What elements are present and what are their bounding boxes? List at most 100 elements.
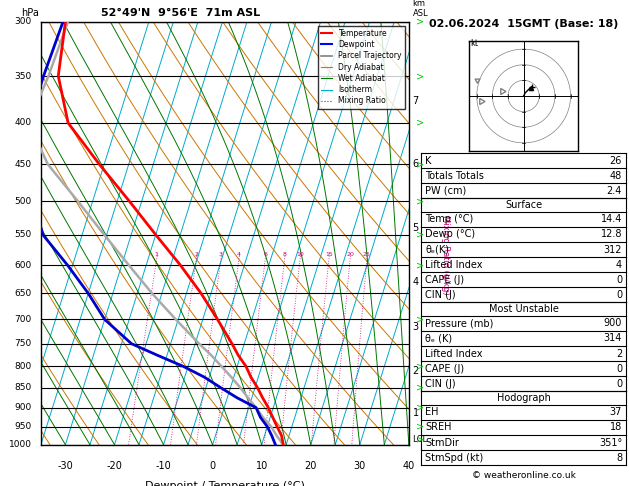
Text: 600: 600 <box>14 261 31 270</box>
Text: 1: 1 <box>155 252 159 257</box>
Text: 14.4: 14.4 <box>601 214 622 225</box>
Text: CIN (J): CIN (J) <box>425 290 456 300</box>
Text: © weatheronline.co.uk: © weatheronline.co.uk <box>472 471 576 480</box>
Text: 700: 700 <box>14 315 31 324</box>
Text: 850: 850 <box>14 383 31 392</box>
Text: 2: 2 <box>616 348 622 359</box>
Text: >: > <box>416 422 425 432</box>
Text: LCL: LCL <box>413 435 428 444</box>
Text: -30: -30 <box>57 461 74 471</box>
Text: 7: 7 <box>413 96 419 106</box>
Text: 20: 20 <box>346 252 354 257</box>
Text: 0: 0 <box>616 290 622 300</box>
Text: 4: 4 <box>616 260 622 270</box>
Text: θₑ (K): θₑ (K) <box>425 333 452 344</box>
Text: 26: 26 <box>610 156 622 166</box>
Text: 2: 2 <box>194 252 198 257</box>
Text: 48: 48 <box>610 171 622 181</box>
Text: kt: kt <box>470 39 479 48</box>
Text: km
ASL: km ASL <box>413 0 428 17</box>
Text: 2.4: 2.4 <box>607 186 622 196</box>
Text: StmSpd (kt): StmSpd (kt) <box>425 452 484 463</box>
Text: 450: 450 <box>14 160 31 169</box>
Text: -10: -10 <box>155 461 172 471</box>
Text: CAPE (J): CAPE (J) <box>425 275 464 285</box>
Text: >: > <box>416 71 425 81</box>
Text: 6: 6 <box>264 252 267 257</box>
Text: StmDir: StmDir <box>425 437 459 448</box>
Text: >: > <box>416 314 425 325</box>
Text: 20: 20 <box>304 461 317 471</box>
Text: K: K <box>425 156 431 166</box>
Text: >: > <box>416 361 425 371</box>
Text: 37: 37 <box>610 407 622 417</box>
Text: 750: 750 <box>14 339 31 348</box>
Text: 400: 400 <box>14 119 31 127</box>
Text: 2: 2 <box>413 365 419 376</box>
Text: Hodograph: Hodograph <box>497 393 550 403</box>
Text: -20: -20 <box>106 461 123 471</box>
Text: 40: 40 <box>403 461 415 471</box>
Text: >: > <box>416 382 425 393</box>
Text: CIN (J): CIN (J) <box>425 379 456 389</box>
Text: >: > <box>416 17 425 27</box>
Text: >: > <box>416 434 425 444</box>
Text: 30: 30 <box>353 461 366 471</box>
Text: SREH: SREH <box>425 422 452 433</box>
Text: 8: 8 <box>282 252 287 257</box>
Text: 18: 18 <box>610 422 622 433</box>
Text: Dewp (°C): Dewp (°C) <box>425 229 476 240</box>
Text: >: > <box>416 118 425 128</box>
Text: 950: 950 <box>14 422 31 431</box>
Text: 351°: 351° <box>599 437 622 448</box>
Text: 900: 900 <box>14 403 31 412</box>
Text: 0: 0 <box>616 275 622 285</box>
Text: 15: 15 <box>325 252 333 257</box>
Text: PW (cm): PW (cm) <box>425 186 467 196</box>
Text: 0: 0 <box>209 461 216 471</box>
Text: >: > <box>416 260 425 270</box>
Text: Temp (°C): Temp (°C) <box>425 214 474 225</box>
Text: 550: 550 <box>14 230 31 239</box>
Text: 650: 650 <box>14 289 31 298</box>
Text: 312: 312 <box>604 244 622 255</box>
Text: >: > <box>416 159 425 169</box>
Text: Totals Totals: Totals Totals <box>425 171 484 181</box>
Text: 0: 0 <box>616 379 622 389</box>
Text: CAPE (J): CAPE (J) <box>425 364 464 374</box>
Text: >: > <box>416 196 425 206</box>
Text: Pressure (mb): Pressure (mb) <box>425 318 494 329</box>
Text: >: > <box>416 403 425 413</box>
Text: 8: 8 <box>616 452 622 463</box>
Text: 500: 500 <box>14 197 31 206</box>
Text: 300: 300 <box>14 17 31 26</box>
Text: 10: 10 <box>255 461 268 471</box>
Text: 52°49'N  9°56'E  71m ASL: 52°49'N 9°56'E 71m ASL <box>101 8 260 17</box>
Text: 5: 5 <box>413 223 419 233</box>
Text: Mixing Ratio (g/kg): Mixing Ratio (g/kg) <box>441 215 450 294</box>
Text: 1000: 1000 <box>9 440 31 449</box>
Text: hPa: hPa <box>21 8 38 17</box>
Text: EH: EH <box>425 407 438 417</box>
Text: 6: 6 <box>413 159 419 169</box>
Text: Lifted Index: Lifted Index <box>425 260 482 270</box>
Text: 314: 314 <box>604 333 622 344</box>
Text: 4: 4 <box>413 278 419 287</box>
Text: 25: 25 <box>363 252 370 257</box>
Text: 800: 800 <box>14 362 31 371</box>
Text: Surface: Surface <box>505 200 542 210</box>
Text: Lifted Index: Lifted Index <box>425 348 482 359</box>
Text: 12.8: 12.8 <box>601 229 622 240</box>
Text: θₑ(K): θₑ(K) <box>425 244 449 255</box>
Text: >: > <box>416 230 425 240</box>
Text: 0: 0 <box>616 364 622 374</box>
Text: 3: 3 <box>219 252 223 257</box>
Text: 350: 350 <box>14 71 31 81</box>
Text: 1: 1 <box>413 409 419 418</box>
Text: 3: 3 <box>413 322 419 332</box>
Text: 02.06.2024  15GMT (Base: 18): 02.06.2024 15GMT (Base: 18) <box>429 19 618 30</box>
Text: 10: 10 <box>296 252 304 257</box>
Text: Most Unstable: Most Unstable <box>489 304 559 314</box>
Text: Dewpoint / Temperature (°C): Dewpoint / Temperature (°C) <box>145 481 305 486</box>
Legend: Temperature, Dewpoint, Parcel Trajectory, Dry Adiabat, Wet Adiabat, Isotherm, Mi: Temperature, Dewpoint, Parcel Trajectory… <box>318 26 405 108</box>
